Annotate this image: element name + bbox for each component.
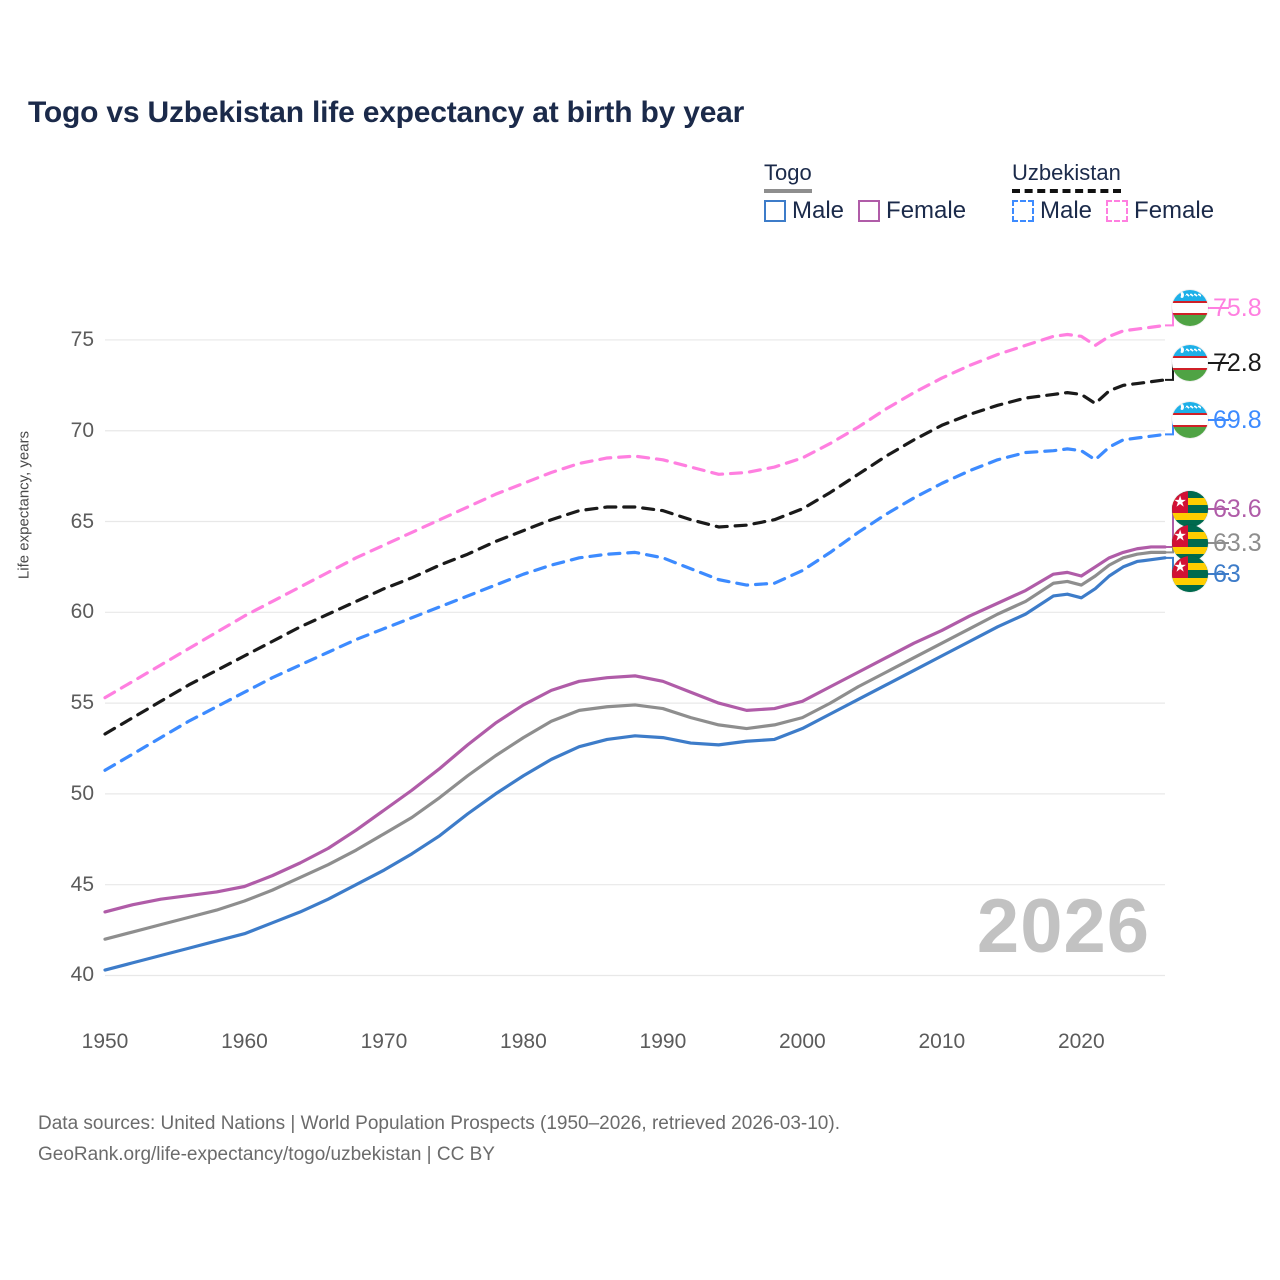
x-axis-tick: 1980 — [500, 1030, 547, 1053]
x-axis-tick: 1970 — [360, 1030, 408, 1053]
page-title: Togo vs Uzbekistan life expectancy at bi… — [28, 96, 745, 129]
y-axis-tick: 40 — [70, 963, 94, 987]
y-axis-tick: 65 — [70, 509, 94, 533]
uzbekistan-flag-icon — [1172, 402, 1208, 438]
legend-label-uzbekistan-male: Male — [1040, 197, 1093, 224]
series-end-label: ★ 63.6 — [1172, 491, 1262, 527]
end-label-value: 63 — [1213, 559, 1241, 588]
series-end-label: 72.8 — [1172, 345, 1262, 381]
end-label-value: 63.6 — [1213, 494, 1262, 523]
x-axis-tick: 2020 — [1057, 1030, 1105, 1053]
plot-area — [105, 300, 1165, 990]
series-end-label: 69.8 — [1172, 402, 1262, 438]
legend-group-togo: Togo Male Female — [764, 160, 966, 223]
end-label-value: 63.3 — [1213, 528, 1262, 557]
x-axis-tick: 1960 — [221, 1030, 268, 1053]
y-axis-tick: 50 — [70, 781, 94, 805]
x-axis-tick: 1990 — [639, 1030, 687, 1053]
square-dashed-icon — [1012, 200, 1034, 222]
end-label-value: 69.8 — [1213, 405, 1262, 434]
series-line — [105, 380, 1165, 734]
y-axis-label: Life expectancy, years — [15, 430, 33, 580]
square-outline-icon — [764, 200, 786, 222]
series-end-label: ★ 63 — [1172, 556, 1241, 592]
x-axis-tick: 1950 — [81, 1030, 129, 1053]
series-line — [105, 547, 1165, 912]
y-axis-tick: 60 — [70, 600, 94, 624]
y-axis-tick: 70 — [70, 418, 94, 442]
x-axis-tick: 2000 — [779, 1030, 826, 1053]
end-label-value: 75.8 — [1213, 293, 1262, 322]
chart-legend: Togo Male Female Uzbekistan Male — [760, 160, 1260, 240]
square-dashed-icon — [1106, 200, 1129, 222]
legend-label-togo-female: Female — [886, 197, 967, 224]
uzbekistan-flag-icon — [1172, 345, 1208, 381]
togo-flag-icon: ★ — [1172, 556, 1208, 592]
legend-label-togo-male: Male — [792, 197, 845, 224]
year-watermark: 2026 — [976, 884, 1150, 969]
y-axis-tick: 55 — [70, 691, 94, 715]
end-label-value: 72.8 — [1213, 348, 1262, 377]
series-line — [105, 558, 1165, 970]
legend-label-uzbekistan-female: Female — [1134, 197, 1215, 224]
legend-group-uzbekistan: Uzbekistan Male Female — [1012, 160, 1214, 223]
series-line — [105, 434, 1165, 770]
series-end-label: 75.8 — [1172, 290, 1262, 326]
y-axis-tick: 45 — [70, 872, 94, 896]
legend-item-uzbekistan-male[interactable]: Male — [1012, 199, 1092, 223]
togo-flag-icon: ★ — [1172, 491, 1208, 527]
footer: Data sources: United Nations | World Pop… — [38, 1108, 840, 1171]
x-axis-tick: 2010 — [918, 1030, 966, 1053]
legend-country-uzbekistan: Uzbekistan — [1012, 160, 1121, 193]
legend-item-togo-female[interactable]: Female — [858, 199, 966, 223]
y-axis-tick: 75 — [70, 327, 94, 351]
legend-country-togo: Togo — [764, 160, 812, 193]
footer-attribution: GeoRank.org/life-expectancy/togo/uzbekis… — [38, 1144, 495, 1166]
uzbekistan-flag-icon — [1172, 290, 1208, 326]
footer-data-sources: Data sources: United Nations | World Pop… — [38, 1113, 840, 1134]
series-line — [105, 552, 1165, 939]
series-line — [105, 325, 1165, 697]
square-outline-icon — [858, 200, 881, 222]
legend-item-togo-male[interactable]: Male — [764, 199, 844, 223]
legend-item-uzbekistan-female[interactable]: Female — [1106, 199, 1214, 223]
